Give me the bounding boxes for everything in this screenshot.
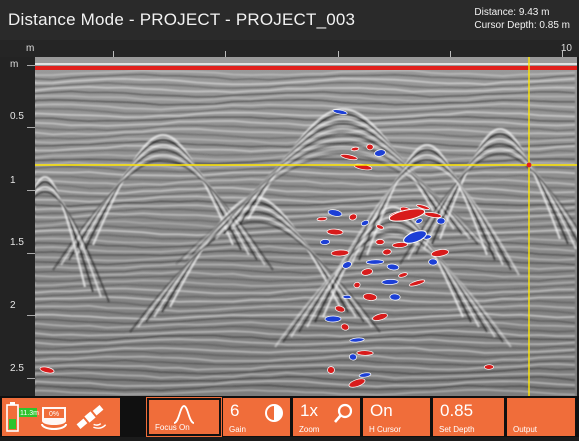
h-cursor-value: On — [370, 401, 393, 420]
zoom-caption: Zoom — [299, 425, 320, 434]
distance-tick — [562, 51, 563, 57]
depth-tick — [27, 253, 35, 254]
set-depth-caption: Set Depth — [439, 425, 475, 434]
output-button[interactable]: Output — [507, 398, 575, 436]
zoom-value: 1x — [300, 401, 318, 420]
depth-tick — [27, 378, 35, 379]
status-panel: 11.3m 0% — [2, 398, 120, 436]
gps-satellite-icon — [76, 405, 107, 429]
depth-scale: m 0.5 1 1.5 2 2.5 — [0, 57, 35, 396]
cursor-depth-readout: Cursor Depth: 0.85 m — [474, 20, 570, 31]
window-title: Distance Mode - PROJECT - PROJECT_003 — [8, 10, 356, 29]
distance-tick — [225, 51, 226, 57]
cursor-readout: Distance: 9.43 m Cursor Depth: 0.85 m — [474, 6, 570, 32]
focus-button[interactable]: Focus On — [146, 397, 222, 437]
depth-tick — [27, 127, 35, 128]
depth-label: 0.5 — [10, 111, 24, 122]
surface-line — [35, 66, 577, 70]
focus-caption: Focus On — [155, 423, 190, 432]
output-caption: Output — [513, 425, 538, 434]
distance-scale: m 10 — [0, 40, 579, 57]
distance-tick — [113, 51, 114, 57]
distance-readout: Distance: 9.43 m — [474, 7, 550, 18]
depth-tick — [27, 315, 35, 316]
depth-tick — [27, 190, 35, 191]
cursor-marker[interactable] — [526, 162, 532, 168]
depth-unit: m — [10, 59, 19, 70]
distance-end-label: 10 — [560, 43, 572, 54]
h-cursor-caption: H Cursor — [369, 425, 402, 434]
storage-icon — [41, 407, 67, 430]
h-cursor-button[interactable]: On H Cursor — [363, 398, 430, 436]
depth-label: 1.5 — [10, 237, 24, 248]
storage-label: 0% — [49, 411, 59, 418]
depth-label: 2 — [10, 300, 16, 311]
distance-tick — [338, 51, 339, 57]
gain-button[interactable]: 6 Gain — [223, 398, 290, 436]
radargram-view[interactable] — [35, 57, 577, 396]
depth-tick — [27, 65, 35, 66]
gain-caption: Gain — [229, 425, 246, 434]
contrast-icon — [265, 404, 283, 422]
set-depth-value: 0.85 — [440, 401, 474, 420]
distance-tick — [450, 51, 451, 57]
bottom-toolbar: 11.3m 0% Focus On 6 Ga — [0, 396, 579, 437]
magnifier-icon — [334, 403, 353, 423]
battery-label: 11.3m — [20, 410, 39, 417]
depth-label: 2.5 — [10, 363, 24, 374]
distance-unit: m — [26, 43, 35, 54]
zoom-button[interactable]: 1x Zoom — [293, 398, 360, 436]
hyperbola-icon — [173, 405, 195, 424]
gain-value: 6 — [230, 401, 240, 420]
set-depth-button[interactable]: 0.85 Set Depth — [433, 398, 504, 436]
battery-icon — [6, 402, 19, 432]
depth-label: 1 — [10, 175, 16, 186]
radargram-image — [35, 57, 577, 396]
title-bar: Distance Mode - PROJECT - PROJECT_003 Di… — [0, 0, 579, 40]
